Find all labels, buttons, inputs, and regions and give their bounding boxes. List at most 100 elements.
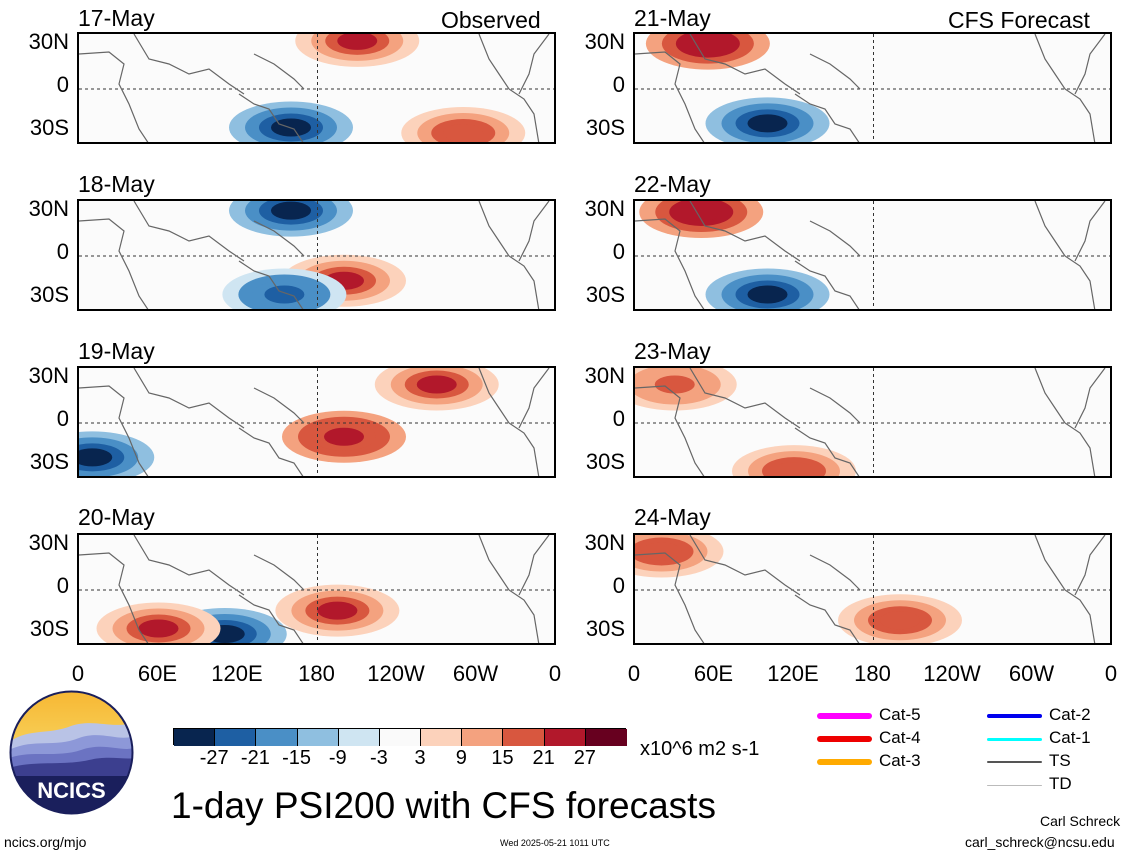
y-tick-label: 30S [29,449,69,474]
anomaly-contour [264,285,305,304]
legend-label: Cat-1 [1049,728,1091,747]
colorbar-frame [173,728,627,746]
anomaly-contour [79,448,113,467]
colorbar-tick-label: -15 [282,747,311,769]
y-tick-label: 0 [56,239,69,264]
anomaly-contour [138,619,179,638]
x-tick-label: 120W [367,661,425,686]
colorbar-tick-label: -27 [199,747,229,769]
colorbar-tick-label: 15 [491,747,514,769]
x-tick-label: 120E [767,661,819,686]
observed-label: Observed [441,7,541,33]
map-panel-24-May [633,533,1112,645]
colorbar-tick-label: -21 [240,747,270,769]
coastlines [635,368,1106,476]
colorbar-tick-label: -3 [370,747,388,769]
colorbar-swatch [421,729,463,746]
y-tick-label: 0 [612,573,625,598]
timestamp: Wed 2025-05-21 1011 UTC [500,838,610,848]
anomaly-contour [271,201,311,220]
anomaly-contour [681,203,722,221]
author-email[interactable]: carl_schreck@ncsu.edu [965,834,1115,850]
x-tick-label: 120W [923,661,981,686]
anomaly-contour [324,427,364,446]
y-tick-label: 30S [585,616,625,641]
map-panel-20-May [77,533,556,645]
y-tick-label: 30S [585,449,625,474]
anomaly-contour [654,375,695,394]
y-tick-label: 0 [56,573,69,598]
colorbar-tick-label: 3 [414,747,426,769]
x-tick-label: 120E [211,661,263,686]
legend-line-swatch [817,736,872,742]
legend-line-swatch [987,714,1042,718]
map-panel-19-May [77,366,556,478]
panel-date-7: 23-May [634,338,711,364]
colorbar-swatch [297,729,339,746]
legend-line-swatch [817,759,872,765]
anomaly-contour [416,375,457,394]
y-tick-label: 30S [29,616,69,641]
x-tick-label: 60E [693,661,734,686]
coastlines [79,535,550,643]
anomaly-contour [337,34,378,50]
y-tick-label: 0 [56,406,69,431]
colorbar-swatch [544,729,586,746]
panel-date-2: 18-May [78,171,155,197]
colorbar-swatch [215,729,257,746]
x-tick-label: 0 [548,661,562,686]
x-tick-label: 180 [854,661,891,686]
y-tick-label: 0 [56,72,69,97]
y-tick-label: 30N [584,530,625,555]
legend-label: TS [1049,751,1071,770]
map-panel-22-May [633,199,1112,311]
y-tick-label: 30S [585,115,625,140]
anomaly-contour [317,601,358,620]
panel-date-6: 22-May [634,171,711,197]
y-tick-label: 30S [29,282,69,307]
colorbar-tick-label: 9 [455,747,467,769]
x-tick-label: 0 [1104,661,1118,686]
colorbar-tick-label: 21 [532,747,555,769]
colorbar-swatch [174,729,216,746]
panel-date-1: 17-May [78,5,155,31]
anomaly-contour [747,114,788,133]
panel-date-5: 21-May [634,5,711,31]
legend-line-swatch [987,737,1042,741]
anomaly-contour [774,462,814,476]
panel-date-4: 20-May [78,504,155,530]
coastlines [79,201,550,309]
colorbar-tick-label: -9 [328,747,347,769]
legend-line-swatch [817,713,872,719]
site-link[interactable]: ncics.org/mjo [4,834,87,850]
panel-date-8: 24-May [634,504,711,530]
colorbar-swatch [338,729,380,746]
colorbar-swatch [379,729,422,746]
y-tick-label: 30N [28,363,69,388]
coastlines [635,34,1106,142]
colorbar-swatch [585,729,627,746]
logo-text: NCICS [37,778,105,803]
legend-label: TD [1049,774,1072,793]
legend-label: Cat-4 [879,728,921,747]
ncics-logo: NCICS [9,690,134,815]
map-panel-17-May [77,32,556,144]
x-tick-label: 60W [452,661,499,686]
map-panel-21-May [633,32,1112,144]
x-tick-label: 180 [298,661,335,686]
author: Carl Schreck [1040,813,1121,829]
y-tick-label: 30N [28,29,69,54]
x-tick-label: 60E [137,661,178,686]
anomaly-contour [747,285,788,304]
y-tick-label: 30N [28,530,69,555]
y-tick-label: 30S [29,115,69,140]
anomaly-contour [443,124,484,142]
coastlines [79,368,550,476]
x-tick-label: 0 [627,661,641,686]
anomaly-contour [641,542,682,561]
map-panel-18-May [77,199,556,311]
y-tick-label: 30N [584,363,625,388]
x-tick-label: 60W [1008,661,1055,686]
y-tick-label: 30N [584,29,625,54]
y-tick-label: 30S [585,282,625,307]
